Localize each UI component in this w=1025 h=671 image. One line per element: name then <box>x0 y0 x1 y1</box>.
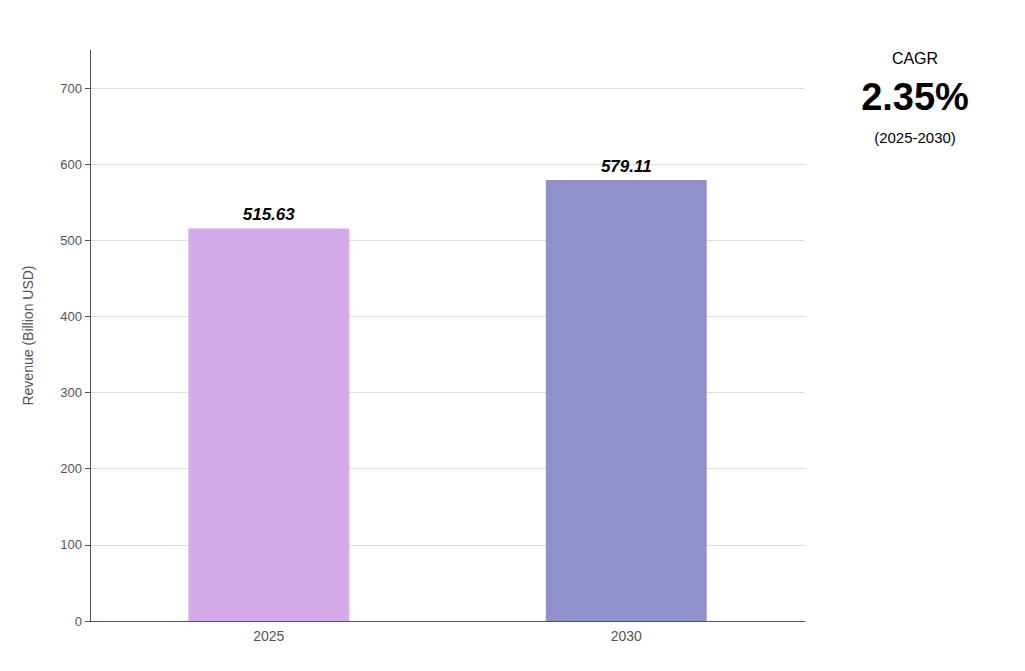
svg-text:0: 0 <box>75 614 82 629</box>
svg-text:579.11: 579.11 <box>601 157 652 176</box>
svg-text:(2025-2030): (2025-2030) <box>874 129 956 146</box>
svg-text:300: 300 <box>60 385 82 400</box>
svg-text:700: 700 <box>60 81 82 96</box>
svg-text:515.63: 515.63 <box>243 205 296 224</box>
svg-text:400: 400 <box>60 309 82 324</box>
svg-text:600: 600 <box>60 157 82 172</box>
svg-text:500: 500 <box>60 233 82 248</box>
svg-text:2025: 2025 <box>253 628 284 644</box>
svg-text:CAGR: CAGR <box>892 50 938 67</box>
svg-text:Revenue (Billion USD): Revenue (Billion USD) <box>20 265 36 405</box>
svg-text:200: 200 <box>60 461 82 476</box>
svg-text:2.35%: 2.35% <box>861 76 969 118</box>
svg-text:100: 100 <box>60 537 82 552</box>
svg-text:2030: 2030 <box>611 628 642 644</box>
